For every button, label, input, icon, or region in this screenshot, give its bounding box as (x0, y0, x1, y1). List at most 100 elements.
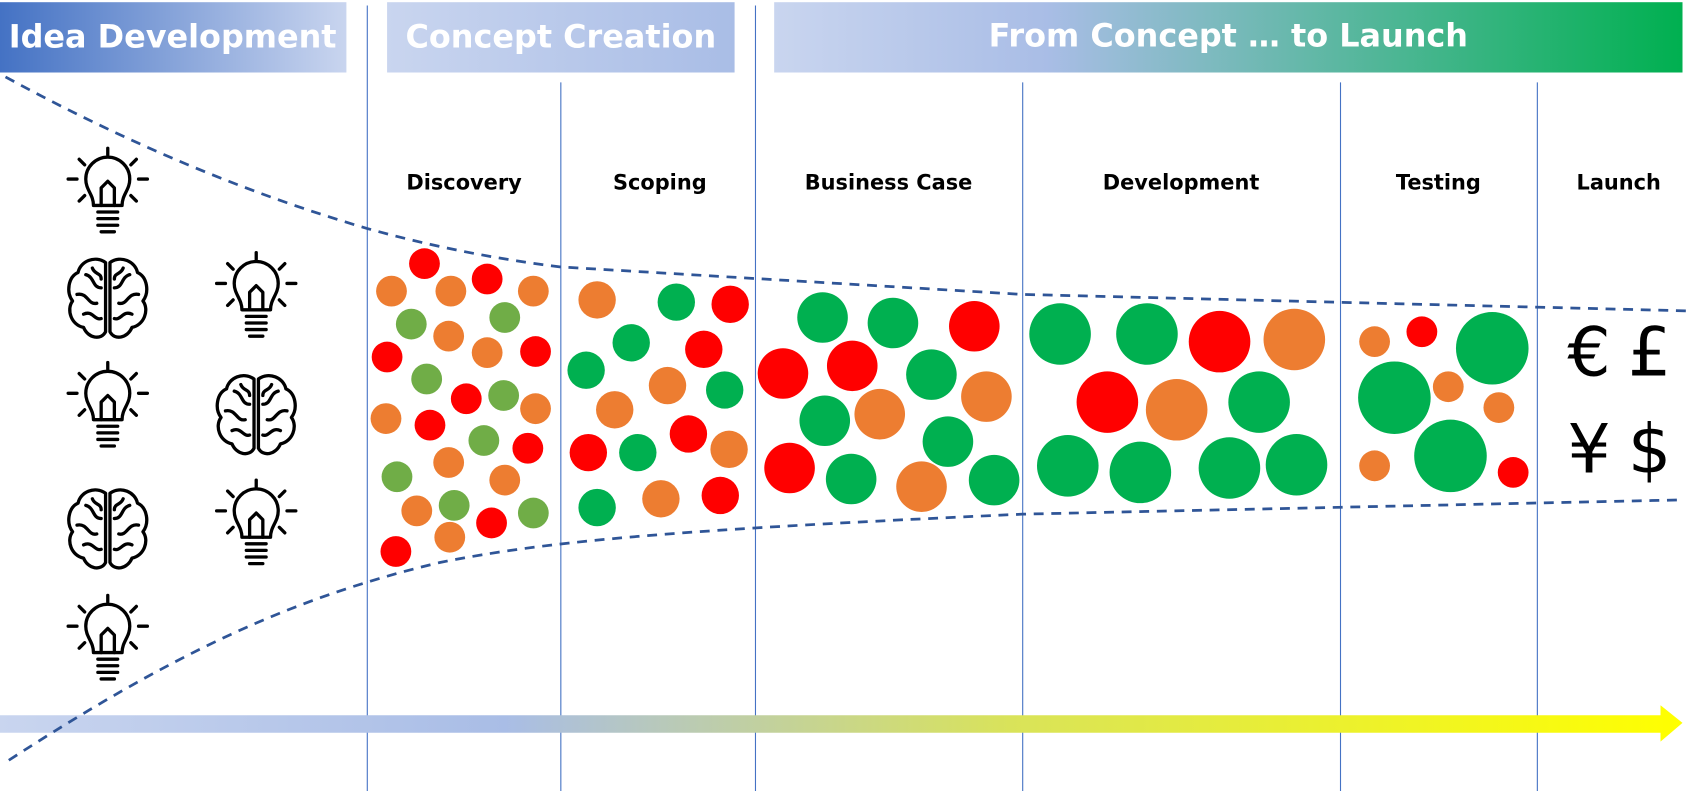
project-dot (414, 409, 446, 441)
project-dot (1188, 310, 1251, 373)
project-dot (825, 453, 877, 505)
stage-labels: Discovery Scoping Business Case Development… (406, 170, 1661, 194)
project-dot (1497, 457, 1529, 488)
header-bg (0, 2, 347, 73)
timeline-arrow (0, 705, 1683, 742)
project-dot (569, 433, 608, 472)
header-title: From Concept … to Launch (989, 16, 1468, 54)
project-dot (468, 425, 500, 456)
project-dot (371, 341, 403, 373)
project-dot (1432, 371, 1464, 403)
project-dot (619, 433, 657, 472)
project-dot (489, 464, 521, 496)
brain-icon (215, 374, 297, 456)
project-dot (896, 461, 947, 512)
stage-label: Scoping (613, 170, 707, 194)
project-dot (1263, 308, 1326, 371)
stage-label: Business Case (805, 170, 973, 194)
project-dot (1483, 392, 1515, 423)
project-dot (906, 349, 957, 400)
project-dot (411, 363, 443, 395)
project-dot (520, 393, 551, 425)
project-dot (517, 497, 549, 529)
project-dot (1406, 316, 1438, 348)
project-dot (376, 275, 407, 307)
project-dot (517, 275, 549, 307)
project-dot (710, 430, 748, 469)
project-dot (711, 285, 749, 323)
project-dot (657, 283, 695, 321)
currency: £ (1628, 314, 1671, 393)
project-dot (1116, 303, 1178, 365)
project-dot (961, 371, 1012, 422)
project-dots (370, 248, 1529, 567)
project-dot (669, 415, 708, 453)
bulb-icon (214, 478, 298, 566)
project-dot (435, 275, 467, 307)
project-dot (380, 536, 412, 567)
currency: € (1567, 314, 1610, 393)
project-dot (1359, 450, 1390, 482)
project-dot (1359, 326, 1390, 358)
header-bg (387, 2, 735, 73)
stage-label: Discovery (406, 170, 522, 194)
funnel-bottom (8, 498, 1683, 762)
project-dot (642, 480, 680, 518)
project-dot (488, 380, 520, 411)
project-dot (471, 263, 503, 295)
project-dot (434, 521, 466, 553)
project-dot (433, 320, 465, 352)
project-dot (612, 324, 650, 362)
project-dot (578, 281, 616, 319)
project-dot (1036, 435, 1099, 497)
project-dot (578, 488, 616, 527)
project-dot (701, 476, 739, 515)
project-dot (799, 395, 851, 447)
project-dot (968, 454, 1020, 506)
project-dot (395, 308, 427, 340)
currency-symbols: € £¥ $ (1567, 314, 1671, 490)
header-title: Idea Development (9, 17, 337, 55)
brain-icon (67, 257, 149, 339)
dividers (366, 5, 1538, 791)
project-dot (922, 416, 974, 467)
project-dot (705, 371, 744, 409)
project-dot (949, 301, 1000, 352)
project-dot (1228, 371, 1290, 433)
bulb-icon (66, 146, 150, 234)
stage-label: Development (1103, 170, 1260, 194)
project-dot (489, 302, 521, 333)
header-bg (774, 2, 1683, 73)
project-dot (370, 403, 402, 434)
header-title: Concept Creation (406, 17, 717, 55)
project-dot (596, 391, 634, 429)
project-dot (476, 507, 507, 539)
project-dot (1145, 379, 1208, 441)
bulb-icon (214, 251, 298, 338)
project-dot (433, 447, 465, 478)
project-dot (764, 442, 815, 494)
stage-label: Testing (1396, 170, 1481, 194)
project-dot (520, 336, 551, 367)
project-dot (381, 461, 413, 493)
project-dot (797, 292, 848, 343)
project-dot (409, 248, 440, 280)
project-dot (648, 366, 687, 405)
project-dot (1455, 312, 1529, 385)
project-dot (1198, 437, 1261, 499)
project-dot (450, 383, 482, 415)
phase-headers: Idea Development Concept Creation From C… (0, 2, 1683, 73)
project-dot (826, 340, 878, 392)
project-dot (471, 337, 503, 369)
project-dot (1029, 303, 1091, 365)
project-dot (1109, 441, 1172, 504)
project-dot (854, 388, 906, 440)
project-dot (1414, 419, 1487, 493)
project-dot (1076, 371, 1139, 433)
project-dot (757, 348, 809, 399)
currency: $ (1628, 410, 1671, 489)
project-dot (512, 432, 544, 464)
project-dot (1358, 361, 1431, 434)
idea-icons (66, 146, 298, 681)
